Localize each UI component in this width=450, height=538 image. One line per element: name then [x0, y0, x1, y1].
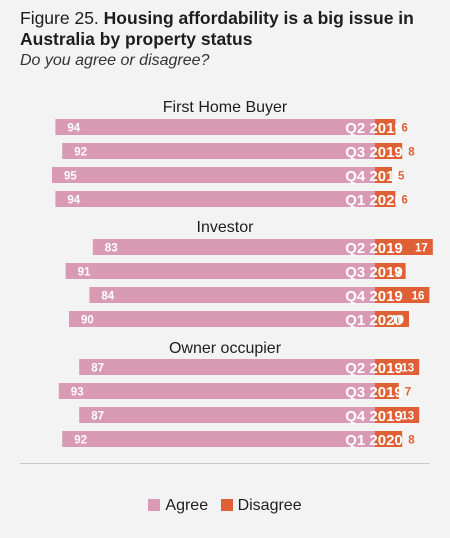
group-title-owner-occupier: Owner occupier: [169, 340, 282, 357]
bar-disagree: [375, 119, 396, 135]
data-label-agree: 94: [67, 195, 80, 207]
bar-disagree: [375, 167, 392, 183]
data-label-disagree: 10: [391, 315, 404, 327]
bar-disagree: [375, 359, 420, 375]
data-label-disagree: 8: [408, 147, 415, 159]
category-label: Q1 2020: [345, 192, 403, 209]
data-label-agree: 84: [101, 291, 114, 303]
category-label: Q1 2020: [345, 432, 403, 449]
chart-legend: Agree Disagree: [0, 497, 450, 515]
data-label-agree: 94: [67, 123, 80, 135]
category-label: Q1 2020: [345, 312, 403, 329]
bar-disagree: [375, 431, 403, 447]
data-label-disagree: 16: [412, 291, 425, 303]
category-label: Q3 2019: [345, 264, 403, 281]
bar-agree: [52, 167, 375, 183]
bar-agree: [65, 263, 375, 279]
bar-agree: [62, 143, 375, 159]
category-label: Q4 2019: [345, 168, 403, 185]
bar-agree: [55, 119, 376, 135]
bar-agree: [89, 287, 376, 303]
bar-disagree: [375, 287, 430, 303]
data-label-agree: 92: [74, 147, 87, 159]
bar-disagree: [375, 239, 433, 255]
data-label-agree: 95: [64, 171, 77, 183]
data-label-agree: 93: [71, 387, 84, 399]
legend-item-agree: Agree: [148, 497, 208, 515]
bar-disagree: [375, 407, 420, 423]
category-label: Q2 2019: [345, 360, 403, 377]
bar-agree: [55, 191, 376, 207]
data-label-disagree: 9: [394, 267, 400, 279]
data-label-agree: 83: [105, 243, 118, 255]
divider: [20, 463, 430, 464]
bar-disagree: [375, 383, 399, 399]
category-label: Q4 2019: [345, 288, 403, 305]
bar-disagree: [375, 191, 396, 207]
data-label-disagree: 13: [401, 363, 414, 375]
data-label-disagree: 6: [401, 195, 407, 207]
category-label: Q2 2019: [345, 120, 403, 137]
data-label-disagree: 13: [401, 411, 414, 423]
data-label-agree: 91: [78, 267, 91, 279]
category-label: Q4 2019: [345, 408, 403, 425]
data-label-disagree: 17: [415, 243, 428, 255]
bar-disagree: [375, 143, 403, 159]
category-label: Q3 2019: [345, 384, 403, 401]
legend-swatch-disagree: [220, 499, 233, 511]
figure-title: Figure 25. Housing affordability is a bi…: [20, 8, 440, 50]
bar-agree: [62, 431, 375, 447]
data-label-disagree: 6: [401, 123, 407, 135]
bar-disagree: [375, 263, 406, 279]
bar-agree: [69, 311, 375, 327]
legend-label-agree: Agree: [165, 497, 209, 514]
bar-agree: [92, 239, 376, 255]
bar-disagree: [375, 311, 409, 327]
category-label: Q3 2019: [345, 144, 403, 161]
figure-label: Figure 25.: [20, 8, 99, 28]
group-title-first-home-buyer: First Home Buyer: [163, 99, 288, 116]
data-label-agree: 92: [74, 435, 87, 447]
figure-subtitle: Do you agree or disagree?: [20, 52, 210, 69]
bar-agree: [58, 383, 376, 399]
bar-agree: [79, 359, 375, 375]
legend-item-disagree: Disagree: [220, 497, 302, 515]
figure-title-text: Housing affordability is a big issue in …: [20, 8, 414, 49]
data-label-agree: 87: [91, 363, 104, 375]
legend-swatch-agree: [148, 499, 161, 511]
data-label-disagree: 5: [398, 171, 405, 183]
category-label: Q2 2019: [345, 240, 403, 257]
group-title-investor: Investor: [197, 219, 255, 236]
data-label-agree: 87: [91, 411, 104, 423]
data-label-disagree: 8: [408, 435, 415, 447]
data-label-agree: 90: [81, 315, 94, 327]
data-label-disagree: 7: [405, 387, 411, 399]
bar-agree: [79, 407, 375, 423]
legend-label-disagree: Disagree: [237, 497, 302, 514]
